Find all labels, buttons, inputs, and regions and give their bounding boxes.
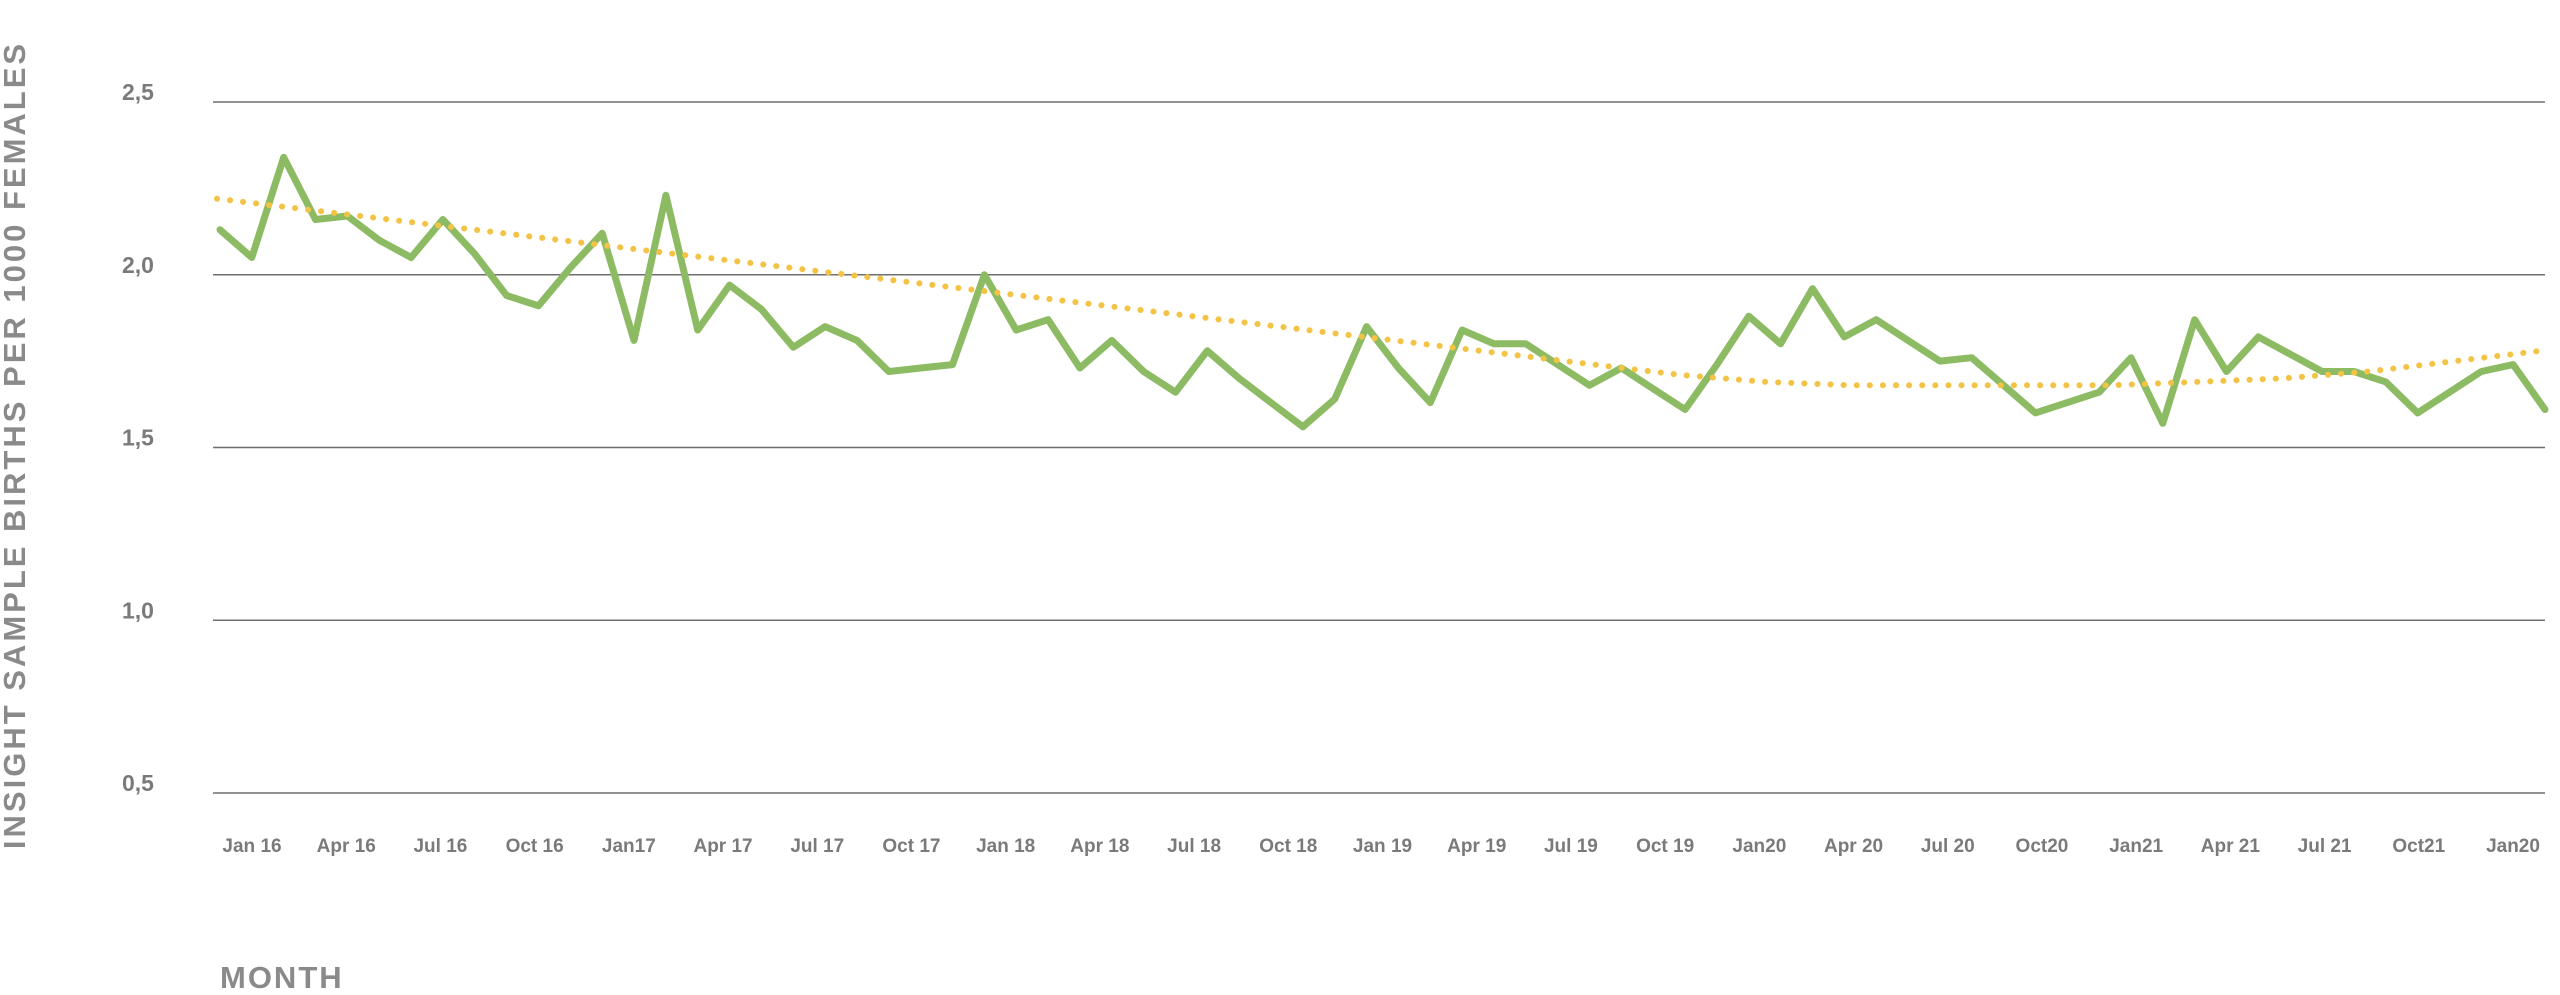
x-tick-label: Oct21 [2392,836,2445,857]
y-tick-label: 1,0 [122,597,154,623]
x-tick-label: Jan 18 [976,836,1035,857]
x-tick-label: Apr 19 [1447,836,1506,857]
x-tick-label: Jan21 [2109,836,2163,857]
x-tick-label: Oct 18 [1259,836,1317,857]
x-tick-label: Jul 19 [1544,836,1598,857]
y-tick-label: 2,0 [122,252,154,278]
x-tick-label: Jan17 [602,836,656,857]
y-tick-label: 0,5 [122,770,154,796]
x-tick-label: Oct20 [2016,836,2069,857]
x-tick-label: Oct 19 [1636,836,1694,857]
x-tick-label: Jan 16 [222,836,281,857]
x-tick-label: Oct 17 [882,836,940,857]
y-axis-title: INSIGHT SAMPLE BIRTHS PER 1000 FEMALES [0,40,32,850]
x-tick-label: Jan20 [2486,836,2540,857]
x-tick-label: Jul 21 [2298,836,2352,857]
y-tick-label: 1,5 [122,425,154,451]
x-tick-label: Jul 20 [1921,836,1975,857]
x-tick-label: Jan 19 [1353,836,1412,857]
x-tick-label: Jul 18 [1167,836,1221,857]
x-axis-title: MONTH [220,960,344,995]
x-tick-label: Jul 17 [790,836,844,857]
x-tick-label: Apr 18 [1070,836,1129,857]
y-axis-title-container: INSIGHT SAMPLE BIRTHS PER 1000 FEMALES [0,0,34,890]
x-tick-label: Jul 16 [413,836,467,857]
x-tick-label: Apr 20 [1824,836,1883,857]
x-tick-label: Oct 16 [506,836,564,857]
x-tick-label: Apr 17 [693,836,752,857]
x-tick-label: Jan20 [1732,836,1786,857]
trendline [214,195,2544,389]
y-tick-label: 2,5 [122,79,154,105]
x-tick-label: Apr 16 [317,836,376,857]
series-line [216,153,2549,431]
x-tick-label: Apr 21 [2201,836,2261,857]
